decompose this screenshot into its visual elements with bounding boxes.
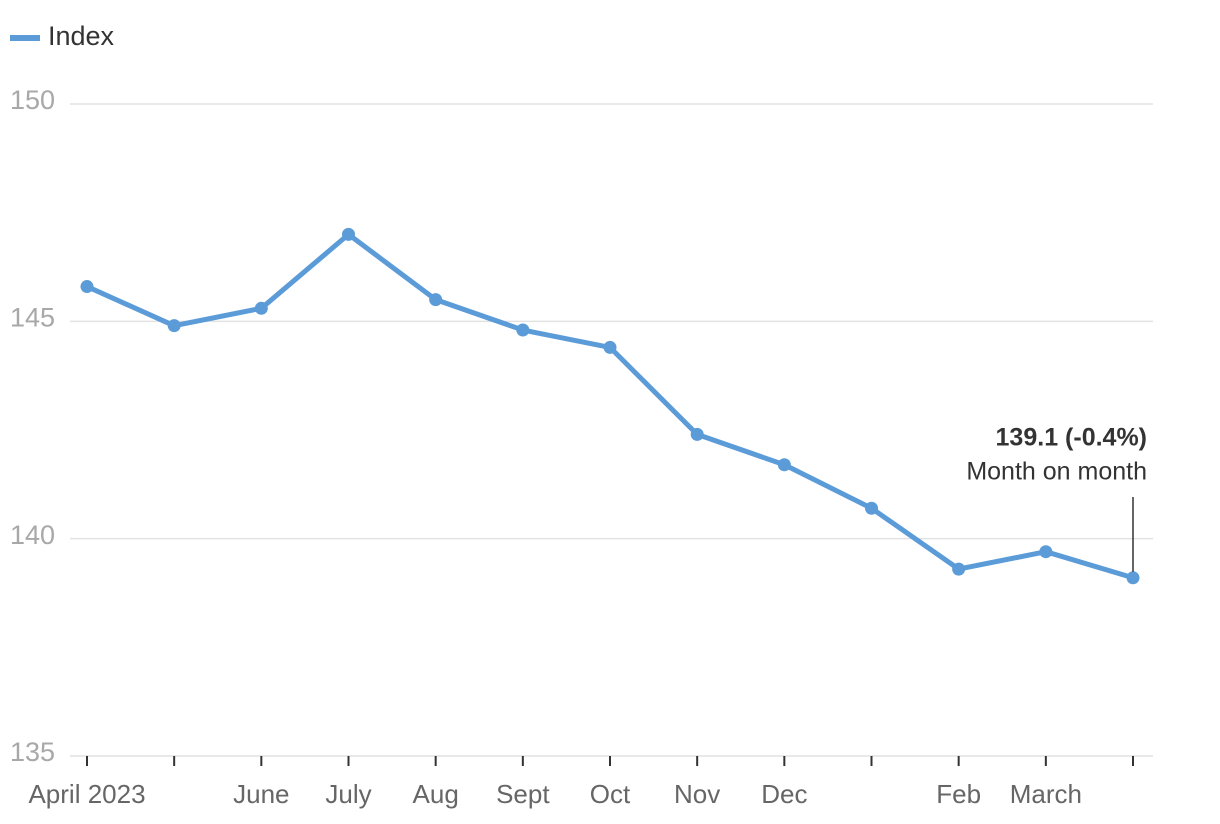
x-tick-label: Oct — [590, 779, 631, 809]
x-tick-label: June — [233, 779, 289, 809]
point — [777, 458, 791, 472]
point — [516, 323, 530, 337]
point — [167, 319, 181, 333]
point — [865, 501, 878, 515]
x-tick-label: Nov — [674, 779, 720, 809]
point — [1039, 545, 1053, 559]
y-tick-label: 140 — [10, 520, 55, 550]
x-tick-label: April 2023 — [28, 779, 145, 809]
point — [254, 301, 268, 315]
annotation: Month on month — [966, 458, 1147, 486]
x-tick-label: Sept — [496, 779, 550, 809]
point — [429, 293, 443, 307]
x-tick-label: Aug — [413, 779, 459, 809]
point — [952, 562, 966, 576]
x-tick-label: Feb — [936, 779, 981, 809]
x-tick-label: March — [1010, 779, 1082, 809]
point — [1126, 571, 1140, 585]
point — [690, 427, 704, 441]
x-tick-label: July — [325, 779, 371, 809]
y-tick-label: 135 — [10, 737, 55, 767]
y-tick-label: 145 — [10, 302, 55, 332]
point — [603, 340, 617, 354]
x-tick-label: Dec — [761, 779, 807, 809]
line — [85, 231, 1134, 581]
point — [342, 227, 355, 241]
annotation: 139.1 (-0.4%) — [996, 424, 1147, 452]
point — [80, 280, 94, 294]
legend-label: Index — [48, 21, 115, 51]
y-tick-label: 150 — [10, 85, 55, 115]
